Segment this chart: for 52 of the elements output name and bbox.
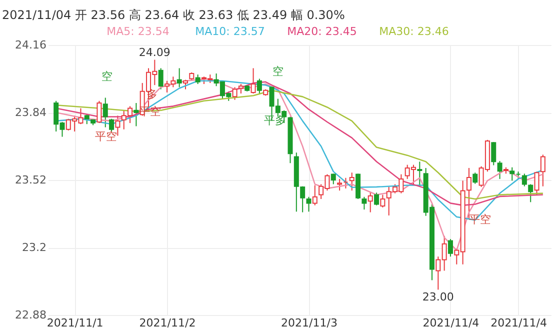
annotation: 23.00 <box>422 290 454 304</box>
annotation: 平空 <box>95 130 117 143</box>
y-tick-label: 23.2 <box>22 241 46 254</box>
candlestick <box>134 102 139 127</box>
candlestick <box>306 196 312 212</box>
candlestick <box>491 142 496 166</box>
y-tick-label: 23.52 <box>15 174 46 186</box>
text: MA30: 23.46 <box>379 25 449 38</box>
candlestick <box>232 86 238 100</box>
candlestick <box>528 184 534 203</box>
candlestick <box>115 115 120 136</box>
annotation: 空 <box>102 70 112 83</box>
text: MA5: 23.54 <box>106 25 170 38</box>
candlestick <box>417 161 422 188</box>
candlestick <box>472 172 478 184</box>
candlestick <box>510 166 515 182</box>
y-tick-label: 23.84 <box>15 106 46 119</box>
candlestick <box>380 194 386 208</box>
candlestick <box>448 238 453 258</box>
candlestick <box>349 172 354 192</box>
y-tick-label: 24.16 <box>15 38 46 52</box>
x-tick-label: 2021/11/2 <box>139 316 196 330</box>
candlestick <box>540 154 546 187</box>
candlestick <box>356 173 361 200</box>
candlestick <box>330 173 336 185</box>
candlestick <box>534 171 540 196</box>
candlestick <box>96 100 102 124</box>
candlestick <box>368 191 373 213</box>
candlestick <box>256 78 262 94</box>
text: MA20: 23.45 <box>287 25 357 38</box>
candlestick <box>374 192 380 206</box>
x-tick-label: 2021/11/4 <box>490 316 547 330</box>
candlestick <box>362 196 367 210</box>
candlestick <box>238 84 244 94</box>
candlestick <box>337 178 342 192</box>
candlestick <box>158 68 164 90</box>
candlestick <box>176 68 182 88</box>
candlestick <box>497 160 502 180</box>
text: MA10: 23.57 <box>195 25 265 38</box>
candlestick <box>522 173 527 187</box>
x-tick-label: 2021/11/1 <box>46 316 104 330</box>
x-tick-label: 2021/11/4 <box>422 316 480 330</box>
annotation: 空 <box>272 65 284 78</box>
candlestick <box>312 184 318 206</box>
text: 2021/11/04 开 23.56 高 23.64 收 23.63 低 23.49 幅 0.30% <box>2 8 345 22</box>
candlestick <box>195 74 200 85</box>
candlestick <box>250 68 256 94</box>
x-tick-label: 2021/11/3 <box>281 316 338 330</box>
candlestick <box>102 97 108 128</box>
candlestick <box>109 118 114 132</box>
annotation: 24.09 <box>138 46 170 59</box>
y-tick-label: 22.88 <box>15 308 46 322</box>
